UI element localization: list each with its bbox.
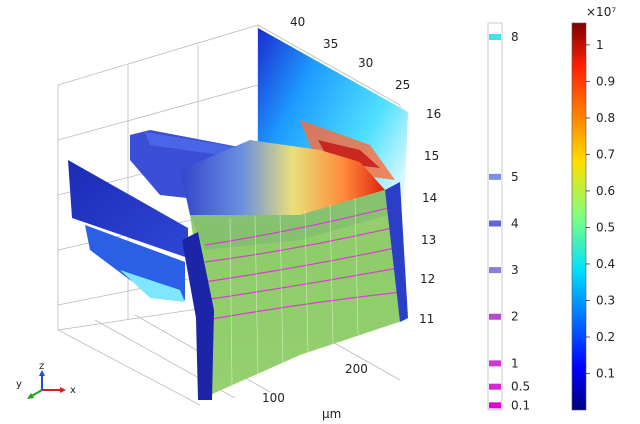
colorbar-exponent: ×10⁷ — [586, 5, 616, 19]
contour-level-swatch — [489, 267, 501, 274]
triad-z-label: z — [39, 361, 44, 372]
colorbar-tick-label: 0.6 — [596, 184, 615, 198]
x-tick-labels: 200 100 — [262, 362, 368, 405]
colorbar-tick-label: 0.2 — [596, 330, 615, 344]
colorbar-tick-label: 0.7 — [596, 147, 615, 161]
front-left-wall — [182, 232, 214, 400]
contour-legend-swatches — [489, 33, 501, 409]
triad-y-label: y — [16, 379, 22, 390]
z-tick-labels: 16 15 14 13 12 11 — [419, 107, 441, 326]
mesh-lines — [229, 197, 359, 386]
svg-text:13: 13 — [421, 233, 436, 247]
colorbar-tick-label: 0.3 — [596, 293, 615, 307]
contour-level-swatch — [489, 33, 501, 40]
colorbar-tick-labels: 1 0.9 0.8 0.7 0.6 0.5 0.4 0.3 0.2 0.1 — [586, 38, 615, 380]
svg-text:15: 15 — [424, 149, 439, 163]
svg-text:11: 11 — [419, 312, 434, 326]
x-axis-unit-label: μm — [322, 407, 341, 421]
y-tick-labels: 40 35 30 25 — [290, 15, 410, 92]
colorbar-tick-label: 0.4 — [596, 257, 615, 271]
contour-level-swatch — [489, 313, 501, 320]
top-surface — [180, 140, 385, 225]
svg-text:25: 25 — [395, 78, 410, 92]
colorbar-tick-label: 0.8 — [596, 111, 615, 125]
left-panel-lower — [85, 225, 185, 300]
svg-text:14: 14 — [422, 191, 437, 205]
svg-text:12: 12 — [420, 272, 435, 286]
contour-level-label: 5 — [511, 170, 519, 184]
svg-text:35: 35 — [323, 37, 338, 51]
contour-level-swatch — [489, 383, 501, 390]
right-edge-strip — [385, 182, 408, 322]
left-panel — [68, 160, 188, 258]
svg-text:30: 30 — [358, 56, 373, 70]
contour-level-label: 4 — [511, 216, 519, 230]
colorbar-tick-label: 0.9 — [596, 74, 615, 88]
svg-text:40: 40 — [290, 15, 305, 29]
colorbar-tick-label: 0.5 — [596, 220, 615, 234]
axis-triad: x y z — [16, 361, 76, 399]
contour-level-swatch — [489, 360, 501, 367]
contour-level-label: 0.5 — [511, 380, 530, 394]
colorbar: ×10⁷ 1 0.9 0.8 0.7 0.6 0.5 0.4 0.3 0.2 0.1 — [571, 5, 616, 411]
triad-y-arrow-icon — [27, 393, 34, 399]
contour-level-label: 2 — [511, 310, 519, 324]
triad-z-arrow-icon — [39, 370, 45, 376]
contour-legend-frame — [487, 22, 503, 411]
main-step-shoulder — [190, 190, 388, 250]
triad-x-arrow-icon — [60, 387, 66, 393]
colorbar-tick-label: 0.1 — [596, 366, 615, 380]
svg-text:100: 100 — [262, 391, 285, 405]
triad-x-label: x — [70, 385, 76, 396]
svg-text:200: 200 — [345, 362, 368, 376]
contour-legend: 8 5 4 3 2 1 0.5 0.1 — [487, 22, 530, 412]
colorbar-gradient — [571, 22, 587, 411]
contour-level-label: 0.1 — [511, 398, 530, 412]
left-panel-glow — [120, 270, 185, 302]
contour-level-swatch — [489, 220, 501, 227]
contour-legend-labels: 8 5 4 3 2 1 0.5 0.1 — [511, 30, 530, 412]
contour-level-swatch — [489, 173, 501, 180]
colorbar-tick-label: 1 — [596, 38, 604, 52]
svg-text:16: 16 — [426, 107, 441, 121]
contour-level-label: 3 — [511, 263, 519, 277]
contour-level-label: 8 — [511, 30, 519, 44]
contour-level-swatch — [489, 402, 501, 409]
contour-level-label: 1 — [511, 356, 519, 370]
